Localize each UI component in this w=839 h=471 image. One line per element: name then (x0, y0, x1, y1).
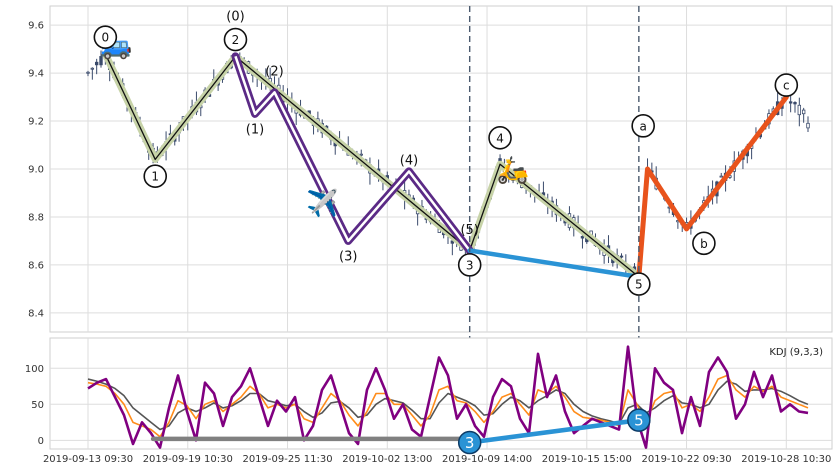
price-y-tick-label: 8.6 (28, 260, 44, 271)
x-tick-label: 2019-09-13 09:30 (43, 454, 133, 465)
kdj-series (87, 345, 809, 449)
x-tick-label: 2019-10-28 10:30 (741, 454, 831, 465)
candle-body (788, 101, 793, 104)
kdj-markers: 35 (457, 408, 651, 455)
price-y-ticks: 8.4 8.6 8.8 9.0 9.2 9.4 9.6 (28, 21, 44, 320)
x-tick-label: 2019-10-02 13:00 (342, 454, 432, 465)
wave-label-circle (93, 25, 118, 49)
kdj-blue-divergence (467, 417, 642, 445)
kdj-y-ticks: 0 50 100 (25, 364, 44, 447)
kdj-j-line (87, 345, 809, 449)
kdj-legend: KDJ (9,3,3) (769, 347, 823, 358)
wave-label-circle (143, 164, 168, 188)
wave-label-text: 4 (496, 131, 504, 145)
primary-wave-core (104, 53, 640, 278)
candle-body (806, 122, 810, 129)
wave-label-text: 1 (151, 170, 159, 184)
candle-body (719, 175, 723, 178)
x-tick-label: 2019-09-25 11:30 (242, 454, 332, 465)
candle-body (94, 61, 99, 66)
emoji-icon: 🛵 (497, 156, 529, 186)
kdj-marker-circle (627, 408, 651, 432)
kdj-reference-lines (150, 417, 642, 445)
candle-body (797, 104, 802, 116)
wave-label-circle (223, 27, 248, 52)
candle-body (90, 67, 95, 70)
candle-body (793, 102, 797, 105)
x-axis-ticks: 2019-09-13 09:30 2019-09-19 10:30 2019-09-… (43, 454, 831, 465)
kdj-marker-circle (457, 430, 482, 455)
x-tick-label: 2019-09-19 10:30 (143, 454, 233, 465)
price-y-tick-label: 9.6 (28, 21, 44, 32)
wave-label-text: 0 (102, 31, 110, 45)
price-y-tick-label: 9.0 (28, 165, 44, 176)
price-y-tick-label: 9.2 (28, 117, 44, 128)
wave-label-text: (1) (246, 122, 264, 137)
price-y-tick-label: 8.8 (28, 212, 44, 223)
price-panel: 8.48.68.89.09.29.49.6 🚙✈️🛵 012(0)(1)(2)(… (28, 5, 833, 449)
wave-label-circle (774, 73, 799, 97)
wave-label-text: c (783, 79, 790, 93)
corrective-wave-path (636, 94, 789, 280)
price-y-tick-label: 9.4 (28, 69, 44, 80)
candle-body (619, 255, 624, 258)
price-y-tick-label: 8.4 (28, 308, 44, 319)
wave-label-text: a (640, 119, 647, 133)
wave-labels: 0 1 2 (0) (1) (2) (3) (4) (5) 3 4 5 a b c (93, 10, 799, 296)
kdj-marker-text: 3 (465, 434, 475, 452)
x-tick-label: 2019-10-09 14:00 (442, 454, 532, 465)
divergence-line (467, 248, 642, 280)
candle-body (99, 56, 103, 66)
candle-body (450, 240, 455, 244)
wave-label-circle (631, 114, 655, 138)
divider-lines (468, 6, 640, 449)
wave-paths (101, 50, 789, 281)
wave-label-text: 3 (466, 258, 474, 272)
wave-label-text: (5) (460, 223, 478, 238)
wave-label-text: b (700, 237, 708, 251)
wave-label-text: 2 (232, 33, 240, 47)
wave-label-circle (488, 126, 512, 150)
kdj-marker-text: 5 (634, 412, 644, 430)
candle-body (86, 71, 90, 74)
wave-label-circle (457, 253, 482, 277)
price-grid (50, 6, 832, 332)
kdj-y-tick-label: 50 (31, 400, 44, 411)
emoji-icon: ✈️ (306, 187, 338, 219)
candle-body (580, 235, 585, 239)
kdj-y-tick-label: 100 (25, 364, 44, 375)
candle-body (359, 153, 363, 156)
emoji-layer: 🚙✈️🛵 (100, 31, 529, 219)
x-tick-label: 2019-10-22 09:30 (641, 454, 731, 465)
wave-label-text: (2) (265, 65, 283, 80)
wave-label-text: 5 (635, 278, 643, 292)
x-tick-label: 2019-10-15 15:00 (542, 454, 632, 465)
wave-label-circle (692, 231, 716, 256)
candle-body (801, 109, 806, 115)
wave-label-text: (0) (226, 10, 244, 25)
wave-label-text: (4) (400, 153, 418, 168)
wave-label-text: (3) (339, 249, 357, 264)
kdj-y-tick-label: 0 (38, 436, 44, 447)
intermediate-wave-inner (234, 55, 471, 252)
wave-label-circle (627, 272, 651, 296)
kdj-panel-frame (49, 337, 833, 450)
